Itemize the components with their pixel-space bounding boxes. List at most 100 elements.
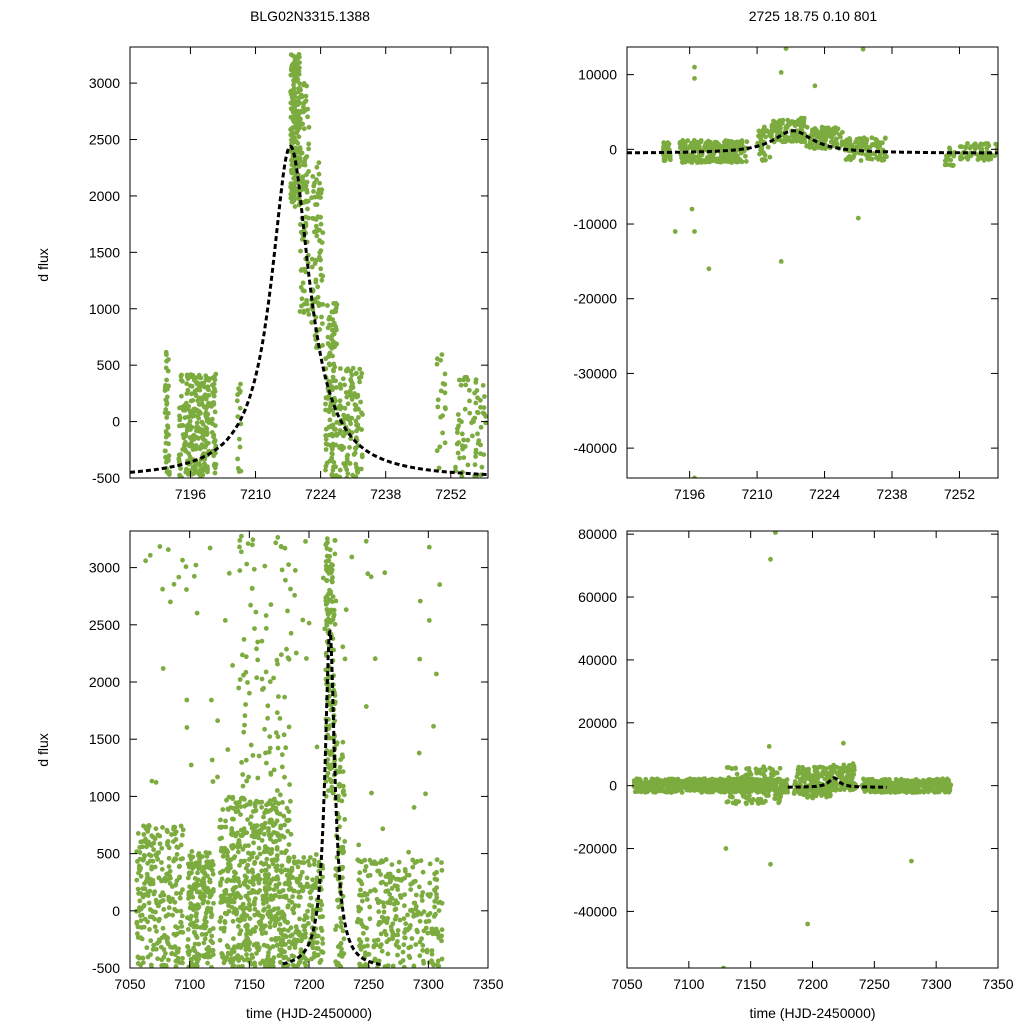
data-point <box>710 779 716 785</box>
data-point <box>327 417 333 423</box>
data-point <box>182 415 188 421</box>
data-point <box>226 866 232 872</box>
data-point <box>326 424 332 430</box>
data-point <box>777 778 783 784</box>
data-point <box>236 685 242 691</box>
data-point <box>167 899 173 905</box>
data-point <box>188 398 194 404</box>
data-point <box>456 423 461 429</box>
data-point <box>432 904 437 910</box>
data-point <box>262 895 268 900</box>
x-tick-label: 7210 <box>742 486 773 502</box>
data-point <box>256 880 262 886</box>
data-point <box>879 157 885 163</box>
data-point <box>203 910 209 916</box>
data-point <box>883 135 888 141</box>
data-point <box>290 162 296 167</box>
data-point <box>168 599 173 605</box>
x-tick-label: 7224 <box>809 486 840 502</box>
data-point <box>211 393 217 399</box>
data-point <box>297 916 302 922</box>
data-point <box>165 423 170 429</box>
data-point <box>315 294 321 300</box>
data-point <box>282 933 288 938</box>
data-point <box>208 892 214 898</box>
data-point <box>248 602 254 608</box>
data-point <box>372 656 378 662</box>
data-point <box>209 416 215 422</box>
data-point <box>159 845 165 851</box>
data-point <box>323 401 328 407</box>
data-point <box>288 831 294 837</box>
data-point <box>289 900 295 905</box>
data-point <box>250 928 256 933</box>
data-point <box>350 365 356 371</box>
data-point <box>136 863 142 869</box>
data-point <box>205 960 211 966</box>
data-point <box>708 789 714 795</box>
data-point <box>301 855 307 860</box>
data-point <box>439 900 445 906</box>
data-point <box>267 734 273 739</box>
data-point <box>696 786 702 791</box>
data-point <box>355 916 361 922</box>
data-point <box>418 858 424 864</box>
data-point <box>147 552 153 558</box>
data-point <box>209 382 215 388</box>
data-point <box>465 377 471 383</box>
data-point <box>291 73 297 78</box>
data-point <box>267 886 273 892</box>
data-point <box>356 375 362 381</box>
data-point <box>309 956 314 962</box>
data-point <box>267 920 273 925</box>
data-point <box>310 307 316 312</box>
data-point <box>337 398 343 404</box>
data-point <box>365 571 371 577</box>
data-point <box>240 772 246 777</box>
data-point <box>241 795 246 801</box>
data-point <box>327 406 332 412</box>
data-point <box>291 854 297 860</box>
data-point <box>635 782 640 788</box>
data-point <box>154 928 159 934</box>
data-point <box>274 818 280 824</box>
data-point <box>796 117 801 123</box>
data-point <box>252 626 257 631</box>
data-point <box>317 180 322 186</box>
data-point <box>278 952 284 958</box>
data-point <box>743 800 749 806</box>
data-point <box>192 378 198 383</box>
data-point <box>850 761 856 767</box>
data-point <box>205 440 211 446</box>
data-point <box>434 885 440 891</box>
data-point <box>226 860 232 866</box>
data-point <box>790 131 795 137</box>
data-point <box>733 798 739 804</box>
data-point <box>263 861 269 866</box>
data-point <box>303 931 308 936</box>
data-point <box>364 892 370 897</box>
data-point <box>356 908 362 914</box>
data-point <box>163 429 169 434</box>
data-point <box>455 412 461 417</box>
data-point <box>205 900 211 905</box>
data-point <box>204 919 209 925</box>
data-point <box>340 864 346 870</box>
data-point <box>194 387 200 393</box>
data-point <box>250 753 256 758</box>
data-point <box>263 848 269 854</box>
data-point <box>207 928 212 934</box>
data-point <box>237 388 243 394</box>
data-point <box>266 749 272 755</box>
data-point <box>278 927 284 933</box>
data-point <box>159 963 165 968</box>
data-point <box>183 439 188 445</box>
data-point <box>203 914 208 920</box>
data-point <box>315 284 321 290</box>
data-point <box>281 916 287 922</box>
data-point <box>196 853 202 858</box>
data-point <box>306 141 312 147</box>
data-point <box>316 171 322 177</box>
data-point <box>280 894 286 900</box>
data-point <box>238 804 244 810</box>
